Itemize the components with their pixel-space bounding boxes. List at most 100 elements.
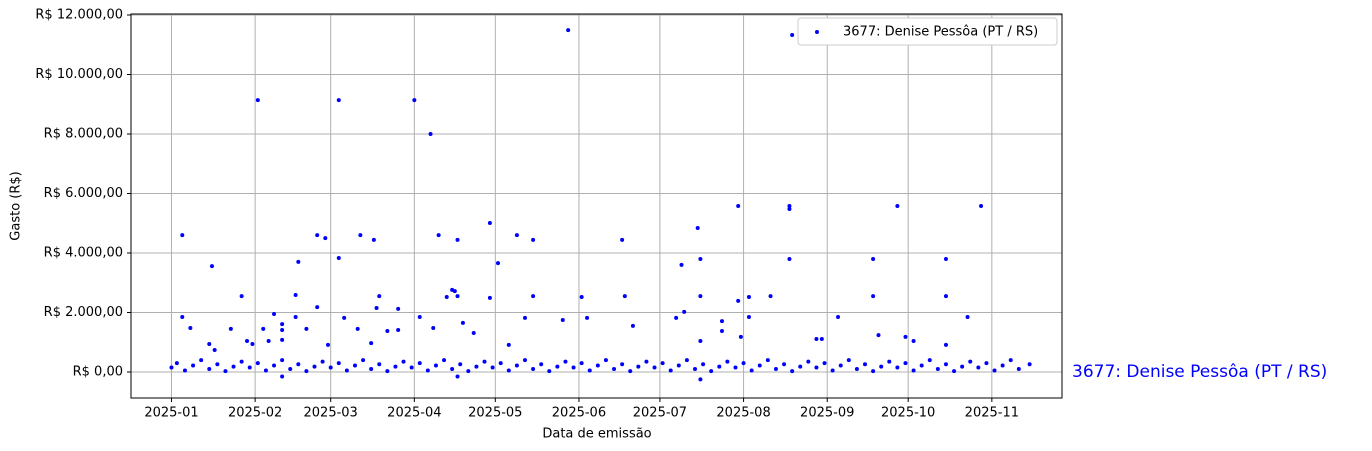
point bbox=[442, 358, 447, 363]
point bbox=[595, 363, 600, 368]
point bbox=[836, 314, 841, 319]
point bbox=[927, 358, 932, 363]
point bbox=[652, 365, 657, 370]
point bbox=[180, 314, 185, 319]
point bbox=[603, 358, 608, 363]
point bbox=[385, 369, 390, 374]
point bbox=[280, 322, 285, 327]
x-tick-label: 2025-08 bbox=[716, 406, 770, 421]
y-axis-label: Gasto (R$) bbox=[9, 171, 24, 240]
point bbox=[903, 334, 908, 339]
x-tick-label: 2025-02 bbox=[228, 406, 282, 421]
point bbox=[209, 264, 214, 269]
point bbox=[630, 323, 635, 328]
point bbox=[531, 294, 536, 299]
point bbox=[566, 28, 571, 33]
point bbox=[863, 362, 868, 367]
point bbox=[620, 237, 625, 242]
point bbox=[725, 359, 730, 364]
point bbox=[182, 368, 187, 373]
point bbox=[433, 363, 438, 368]
point bbox=[895, 365, 900, 370]
point bbox=[369, 341, 374, 346]
point bbox=[371, 237, 376, 242]
point bbox=[903, 361, 908, 366]
point bbox=[682, 309, 687, 314]
point bbox=[506, 368, 511, 373]
point bbox=[455, 374, 460, 379]
point bbox=[692, 367, 697, 372]
point bbox=[733, 365, 738, 370]
x-tick-label: 2025-06 bbox=[552, 406, 606, 421]
point bbox=[976, 365, 981, 370]
point bbox=[679, 262, 684, 267]
point bbox=[871, 256, 876, 261]
point bbox=[239, 294, 244, 299]
x-tick-label: 2025-11 bbox=[965, 406, 1019, 421]
legend-box bbox=[797, 17, 1058, 46]
x-tick-label: 2025-04 bbox=[387, 406, 441, 421]
point bbox=[231, 364, 236, 369]
point bbox=[280, 358, 285, 363]
point bbox=[798, 364, 803, 369]
point bbox=[169, 365, 174, 370]
point bbox=[674, 315, 679, 320]
point bbox=[876, 333, 881, 338]
point bbox=[336, 256, 341, 261]
x-tick-label: 2025-01 bbox=[144, 406, 198, 421]
point bbox=[952, 369, 957, 374]
point bbox=[736, 298, 741, 303]
point bbox=[719, 328, 724, 333]
point bbox=[943, 256, 948, 261]
point bbox=[482, 359, 487, 364]
point bbox=[979, 204, 984, 208]
point bbox=[846, 358, 851, 363]
point bbox=[460, 320, 465, 325]
point bbox=[377, 294, 382, 299]
point bbox=[261, 326, 266, 331]
y-tick-label: R$ 12.000,00 bbox=[35, 8, 123, 23]
point bbox=[871, 369, 876, 374]
point bbox=[787, 206, 792, 211]
point bbox=[396, 306, 401, 311]
point bbox=[188, 325, 193, 330]
point bbox=[487, 295, 492, 300]
point bbox=[377, 362, 382, 367]
point bbox=[822, 361, 827, 366]
point bbox=[474, 364, 479, 369]
point bbox=[409, 365, 414, 370]
point bbox=[396, 328, 401, 333]
point bbox=[255, 98, 260, 103]
point bbox=[280, 374, 285, 379]
point bbox=[698, 339, 703, 344]
point bbox=[738, 334, 743, 339]
point bbox=[539, 362, 544, 367]
point bbox=[887, 359, 892, 364]
point bbox=[741, 361, 746, 366]
y-tick-label: R$ 2.000,00 bbox=[44, 305, 123, 320]
point bbox=[698, 377, 703, 382]
point bbox=[717, 364, 722, 369]
point bbox=[250, 342, 255, 347]
point bbox=[968, 359, 973, 364]
point bbox=[628, 369, 633, 374]
point bbox=[563, 359, 568, 364]
point bbox=[293, 314, 298, 319]
point bbox=[199, 358, 204, 363]
point bbox=[935, 367, 940, 372]
point bbox=[668, 368, 673, 373]
point bbox=[984, 361, 989, 366]
point bbox=[919, 363, 924, 368]
point bbox=[296, 362, 301, 367]
point bbox=[247, 365, 252, 370]
point bbox=[355, 326, 360, 331]
point bbox=[272, 311, 277, 316]
point bbox=[814, 365, 819, 370]
point bbox=[336, 98, 341, 103]
point bbox=[506, 342, 511, 347]
point bbox=[191, 363, 196, 368]
point bbox=[757, 363, 762, 368]
point bbox=[428, 132, 433, 137]
point bbox=[992, 368, 997, 373]
point bbox=[1016, 367, 1021, 372]
